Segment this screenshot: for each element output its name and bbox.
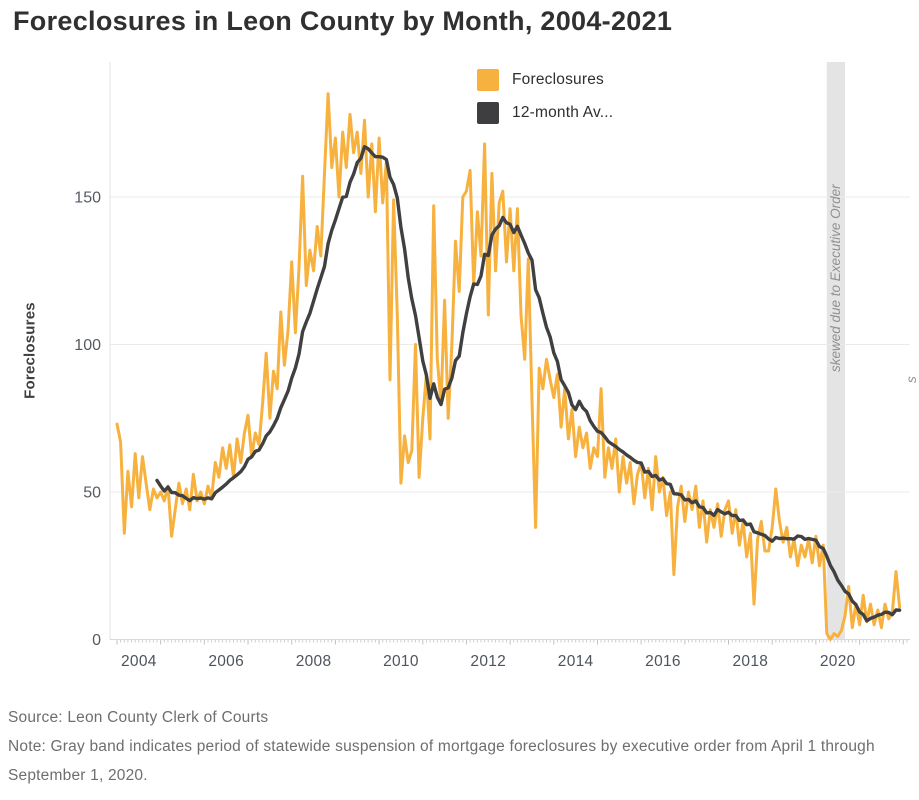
twelve-month-average-line bbox=[155, 145, 902, 623]
x-tick-label: 2014 bbox=[558, 653, 594, 670]
legend-swatch-12-month-average bbox=[477, 102, 499, 124]
y-tick-label: 100 bbox=[74, 337, 101, 354]
gray-band-note: Note: Gray band indicates period of stat… bbox=[8, 738, 875, 784]
legend-label-12-month-average: 12-month Av... bbox=[512, 104, 614, 121]
x-tick-label: 2012 bbox=[470, 653, 506, 670]
y-tick-label: 150 bbox=[74, 190, 101, 207]
y-tick-label: 50 bbox=[83, 485, 101, 502]
legend-swatch-foreclosures bbox=[477, 69, 499, 91]
y-tick-label: 0 bbox=[92, 632, 101, 649]
legend-label-foreclosures: Foreclosures bbox=[512, 71, 604, 88]
legend-item-12-month-average: 12-month Av... bbox=[477, 102, 613, 124]
foreclosures-series-line bbox=[115, 92, 902, 641]
foreclosures-line-chart: 0 50 100 150 2004 2006 2008 2010 2012 2014 2016 201… bbox=[74, 62, 919, 670]
x-tick-label: 2020 bbox=[820, 653, 856, 670]
band-annotation-text: skewed due to Executive Order bbox=[828, 184, 843, 372]
x-tick-label: 2008 bbox=[296, 653, 332, 670]
x-tick-label: 2018 bbox=[733, 653, 769, 670]
clipped-edge-annotation: s bbox=[904, 376, 919, 383]
x-tick-label: 2004 bbox=[121, 653, 157, 670]
x-tick-label: 2006 bbox=[208, 653, 244, 670]
page-title: Foreclosures in Leon County by Month, 20… bbox=[13, 6, 673, 36]
chart-footer: Source: Leon County Clerk of Courts Note… bbox=[8, 703, 900, 790]
x-tick-label: 2010 bbox=[383, 653, 419, 670]
chart-legend: Foreclosures 12-month Av... bbox=[477, 69, 613, 124]
y-axis-title: Foreclosures bbox=[21, 302, 39, 399]
x-tick-label: 2016 bbox=[645, 653, 681, 670]
legend-item-foreclosures: Foreclosures bbox=[477, 69, 613, 91]
source-note: Source: Leon County Clerk of Courts bbox=[8, 709, 269, 726]
executive-order-band bbox=[826, 62, 845, 640]
